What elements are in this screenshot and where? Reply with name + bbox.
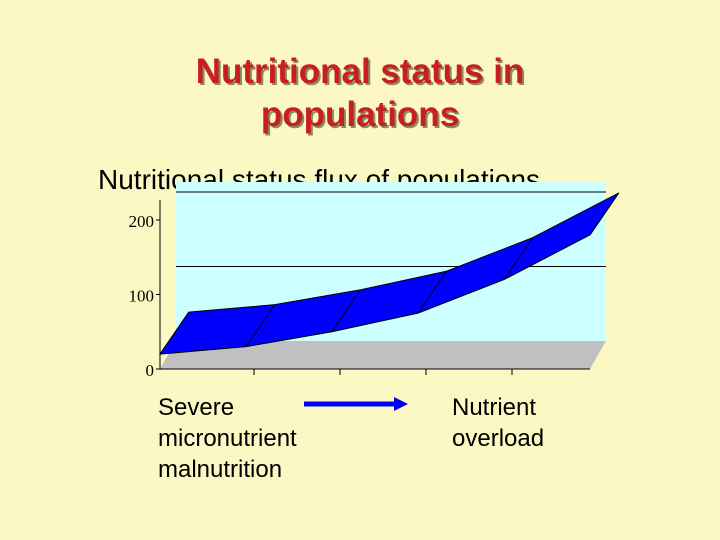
caption-left-line-1: Severe — [158, 394, 235, 421]
caption-right: Nutrient overload — [452, 392, 544, 454]
caption-right-line-2: overload — [452, 425, 545, 452]
caption-left-line-3: malnutrition — [158, 456, 283, 483]
y-tick-label-0: 0 — [146, 361, 155, 380]
data-point-5 — [589, 192, 620, 236]
right-arrow-icon — [304, 397, 408, 411]
caption-left-line-2: micronutrient — [158, 425, 297, 452]
plot-floor — [160, 341, 606, 369]
slide-title: Nutritional status in populations — [0, 50, 720, 136]
data-point-0 — [159, 311, 190, 355]
caption-left: Severe micronutrient malnutrition — [158, 392, 297, 485]
slide-title-line-1: Nutritional status in — [195, 52, 525, 91]
data-point-2 — [331, 289, 362, 333]
caption-right-line-1: Nutrient — [452, 394, 537, 421]
y-tick-label-2: 200 — [129, 212, 155, 231]
data-point-4 — [503, 237, 534, 280]
data-point-1 — [245, 304, 276, 347]
data-point-3 — [417, 270, 448, 314]
y-tick-label-1: 100 — [129, 287, 155, 306]
slide-title-line-2: populations — [260, 95, 460, 134]
